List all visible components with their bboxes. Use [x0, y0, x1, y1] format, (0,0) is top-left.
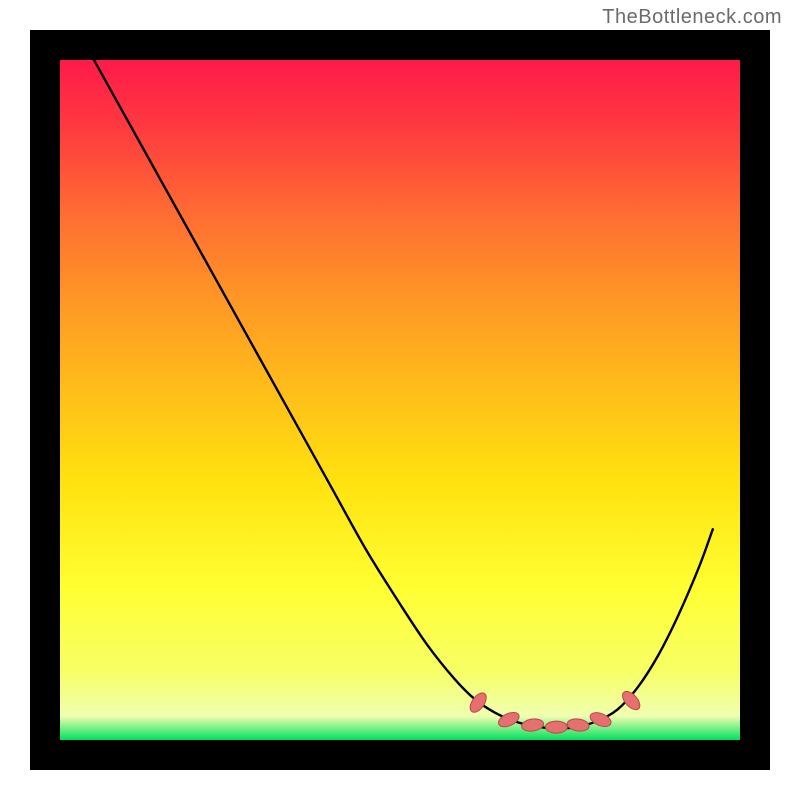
watermark-text: TheBottleneck.com: [602, 6, 782, 29]
bottleneck-plot: [0, 0, 800, 800]
plot-background-gradient: [60, 60, 740, 740]
valley-marker: [545, 721, 567, 733]
chart-stage: TheBottleneck.com: [0, 0, 800, 800]
